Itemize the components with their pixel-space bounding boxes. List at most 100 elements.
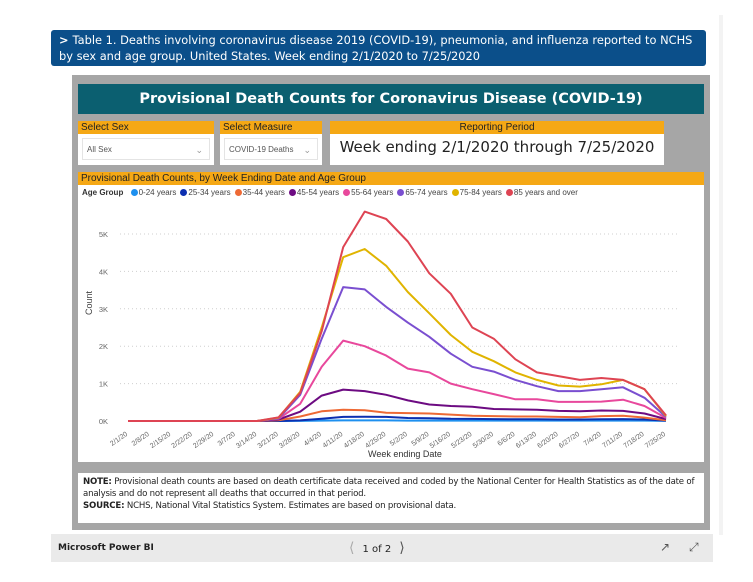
- x-tick-label: 6/27/20: [558, 431, 581, 450]
- powerbi-footer: Microsoft Power BI ⟨ 1 of 2 ⟩ ↗ ⤢: [51, 534, 713, 562]
- banner-title: Table 1. Deaths involving coronavirus di…: [59, 33, 693, 63]
- line-chart-panel: Provisional Death Counts, by Week Ending…: [78, 172, 704, 462]
- sex-slicer-label: Select Sex: [78, 121, 214, 134]
- note-label: NOTE:: [83, 477, 112, 487]
- legend-item[interactable]: 45-54 years: [288, 188, 340, 197]
- legend-dot-icon: [397, 189, 405, 196]
- legend-item[interactable]: 85 years and over: [505, 188, 578, 197]
- share-icon[interactable]: ↗: [660, 540, 671, 554]
- legend-dot-icon: [343, 189, 351, 196]
- sex-slicer: Select Sex All Sex ⌄: [78, 121, 214, 165]
- note-body: Provisional death counts are based on de…: [83, 477, 695, 499]
- legend-dot-icon: [451, 189, 459, 196]
- x-tick-label: 5/30/20: [472, 431, 495, 450]
- legend-label: 55-64 years: [351, 188, 394, 197]
- y-tick-label: 2K: [99, 342, 108, 351]
- x-tick-label: 7/4/20: [583, 431, 603, 448]
- x-tick-label: 5/23/20: [450, 431, 473, 450]
- legend-title: Age Group: [82, 188, 124, 197]
- powerbi-brand-link[interactable]: Microsoft Power BI: [58, 543, 154, 553]
- chart-legend: Age Group 0-24 years 25-34 years 35-44 yea…: [82, 188, 582, 197]
- legend-item[interactable]: 25-34 years: [180, 188, 231, 197]
- line-chart: 0K 1K 2K 3K 4K 5K 2/1/20 2/8/202/15/202/22/202…: [84, 210, 678, 459]
- x-tick-label: 2/15/20: [149, 431, 172, 450]
- reporting-period-card: Reporting Period Week ending 2/1/2020 th…: [330, 121, 664, 165]
- source-label: SOURCE:: [83, 501, 125, 511]
- x-tick-label: 4/18/20: [343, 431, 366, 450]
- x-tick-label: 6/6/20: [497, 431, 517, 448]
- legend-item[interactable]: 75-84 years: [451, 188, 502, 197]
- y-axis-label: Count: [84, 291, 94, 316]
- scroll-gutter: [719, 15, 723, 535]
- measure-slicer-label: Select Measure: [220, 121, 322, 134]
- series-line-55-64-years[interactable]: [128, 339, 667, 422]
- series-line-85-years-and-over[interactable]: [128, 210, 667, 422]
- legend-label: 35-44 years: [242, 188, 285, 197]
- page-indicator: 1 of 2: [362, 544, 392, 555]
- legend-item[interactable]: 0-24 years: [130, 188, 177, 197]
- legend-dot-icon: [505, 189, 513, 196]
- x-tick-label: 2/8/20: [131, 431, 151, 448]
- y-tick-label: 0K: [99, 417, 108, 426]
- legend-label: 85 years and over: [513, 188, 578, 197]
- legend-item[interactable]: 55-64 years: [343, 188, 393, 197]
- previous-page-icon[interactable]: ⟨: [349, 540, 355, 556]
- legend-dot-icon: [234, 189, 242, 196]
- x-tick-label: 3/14/20: [235, 431, 258, 450]
- source-text: SOURCE: NCHS, National Vital Statistics …: [83, 500, 699, 512]
- note-text: NOTE: Provisional death counts are based…: [83, 476, 699, 500]
- notes-panel: NOTE: Provisional death counts are based…: [78, 473, 704, 523]
- sex-dropdown-value: All Sex: [87, 145, 112, 154]
- legend-label: 45-54 years: [296, 188, 340, 197]
- legend-item[interactable]: 35-44 years: [234, 188, 285, 197]
- legend-item[interactable]: 65-74 years: [397, 188, 448, 197]
- x-tick-label: 5/9/20: [410, 431, 430, 448]
- chevron-right-icon: >: [59, 33, 69, 47]
- chart-header: Provisional Death Counts, by Week Ending…: [78, 172, 704, 185]
- legend-label: 25-34 years: [188, 188, 231, 197]
- x-tick-label: 7/18/20: [622, 431, 645, 450]
- x-tick-label: 3/7/20: [217, 431, 237, 448]
- legend-label: 65-74 years: [405, 188, 448, 197]
- x-axis-label: Week ending Date: [368, 449, 442, 459]
- x-tick-label: 6/13/20: [515, 431, 538, 450]
- sex-dropdown[interactable]: All Sex ⌄: [82, 138, 210, 160]
- source-body: NCHS, National Vital Statistics System. …: [126, 501, 457, 511]
- chevron-down-icon: ⌄: [195, 145, 203, 155]
- x-tick-label: 5/16/20: [429, 431, 452, 450]
- x-tick-label: 6/20/20: [536, 431, 559, 450]
- x-tick-label: 2/22/20: [171, 431, 194, 450]
- table-1-expander[interactable]: > Table 1. Deaths involving coronavirus d…: [51, 30, 706, 66]
- y-tick-label: 5K: [99, 230, 108, 239]
- legend-dot-icon: [130, 189, 138, 196]
- x-tick-label: 2/29/20: [192, 431, 215, 450]
- measure-slicer: Select Measure COVID-19 Deaths ⌄: [220, 121, 322, 165]
- report-title: Provisional Death Counts for Coronavirus…: [78, 84, 704, 114]
- powerbi-report-canvas: Provisional Death Counts for Coronavirus…: [72, 75, 710, 530]
- next-page-icon[interactable]: ⟩: [399, 540, 405, 556]
- y-tick-label: 4K: [99, 267, 108, 276]
- reporting-period-value: Week ending 2/1/2020 through 7/25/2020: [339, 138, 655, 156]
- x-tick-label: 3/28/20: [278, 431, 301, 450]
- x-tick-label: 3/21/20: [257, 431, 280, 450]
- x-tick-label: 4/25/20: [364, 431, 387, 450]
- x-tick-label: 5/2/20: [389, 431, 409, 448]
- legend-dot-icon: [288, 189, 296, 196]
- page-navigator: ⟨ 1 of 2 ⟩: [341, 534, 413, 564]
- x-tick-label: 7/25/20: [644, 431, 667, 450]
- x-tick-label: 4/4/20: [303, 431, 323, 448]
- y-tick-label: 3K: [99, 305, 108, 314]
- series-line-75-84-years[interactable]: [128, 248, 667, 422]
- legend-label: 0-24 years: [138, 188, 177, 197]
- legend-dot-icon: [180, 189, 188, 196]
- x-tick-label: 2/1/20: [109, 431, 129, 448]
- fullscreen-expand-icon[interactable]: ⤢: [689, 540, 699, 554]
- y-tick-label: 1K: [99, 380, 108, 389]
- measure-dropdown-value: COVID-19 Deaths: [229, 145, 294, 154]
- chevron-down-icon: ⌄: [303, 145, 311, 155]
- measure-dropdown[interactable]: COVID-19 Deaths ⌄: [224, 138, 318, 160]
- legend-label: 75-84 years: [459, 188, 502, 197]
- x-tick-label: 7/11/20: [601, 431, 624, 450]
- x-tick-label: 4/11/20: [322, 431, 345, 450]
- reporting-period-label: Reporting Period: [330, 121, 664, 134]
